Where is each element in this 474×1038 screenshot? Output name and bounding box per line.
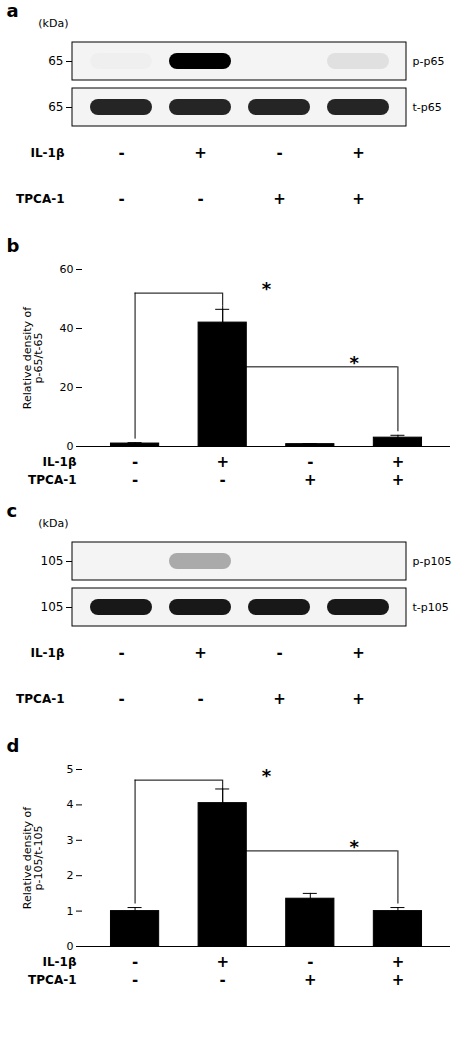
svg-text:+: + <box>352 190 365 208</box>
svg-text:(kDa): (kDa) <box>38 17 68 30</box>
svg-text:-: - <box>118 190 124 208</box>
svg-text:TPCA-1: TPCA-1 <box>28 973 76 987</box>
svg-text:*: * <box>349 836 359 857</box>
svg-text:Relative density ofp-105/t-105: Relative density ofp-105/t-105 <box>21 806 45 909</box>
svg-text:+: + <box>194 644 207 662</box>
svg-text:+: + <box>392 953 405 971</box>
svg-text:+: + <box>304 471 317 489</box>
svg-text:IL-1β: IL-1β <box>30 146 64 160</box>
svg-text:-: - <box>132 953 138 971</box>
svg-text:+: + <box>392 471 405 489</box>
svg-text:0: 0 <box>67 940 74 953</box>
svg-text:b: b <box>7 235 20 256</box>
svg-text:Relative density ofp-65/t-65: Relative density ofp-65/t-65 <box>21 306 45 409</box>
svg-text:IL-1β: IL-1β <box>42 955 76 969</box>
svg-text:-: - <box>197 190 203 208</box>
svg-text:p-p105: p-p105 <box>413 555 452 568</box>
svg-text:4: 4 <box>67 798 74 811</box>
svg-text:+: + <box>352 690 365 708</box>
svg-text:*: * <box>262 765 272 786</box>
svg-text:*: * <box>349 352 359 373</box>
svg-text:+: + <box>194 144 207 162</box>
svg-text:+: + <box>392 453 405 471</box>
svg-text:1: 1 <box>67 905 74 918</box>
svg-text:(kDa): (kDa) <box>38 517 68 530</box>
svg-text:-: - <box>276 144 282 162</box>
svg-text:+: + <box>216 453 229 471</box>
svg-text:-: - <box>276 644 282 662</box>
svg-text:-: - <box>197 690 203 708</box>
svg-text:t-p65: t-p65 <box>413 101 442 114</box>
svg-text:TPCA-1: TPCA-1 <box>16 192 64 206</box>
svg-text:-: - <box>132 971 138 989</box>
svg-text:c: c <box>7 500 18 521</box>
svg-text:40: 40 <box>60 322 74 335</box>
svg-text:-: - <box>118 144 124 162</box>
svg-text:-: - <box>307 453 313 471</box>
svg-text:a: a <box>7 0 19 21</box>
svg-text:IL-1β: IL-1β <box>30 646 64 660</box>
svg-text:+: + <box>352 144 365 162</box>
svg-text:+: + <box>392 971 405 989</box>
svg-text:+: + <box>273 190 286 208</box>
svg-text:IL-1β: IL-1β <box>42 455 76 469</box>
svg-text:-: - <box>220 471 226 489</box>
svg-text:TPCA-1: TPCA-1 <box>28 473 76 487</box>
svg-text:+: + <box>352 644 365 662</box>
svg-text:-: - <box>220 971 226 989</box>
svg-text:60: 60 <box>60 263 74 276</box>
svg-text:3: 3 <box>67 834 74 847</box>
svg-text:t-p105: t-p105 <box>413 601 449 614</box>
svg-text:105: 105 <box>41 554 64 568</box>
svg-text:TPCA-1: TPCA-1 <box>16 692 64 706</box>
svg-text:+: + <box>216 953 229 971</box>
svg-text:20: 20 <box>60 381 74 394</box>
svg-text:-: - <box>307 953 313 971</box>
svg-text:5: 5 <box>67 763 74 776</box>
svg-text:65: 65 <box>48 54 63 68</box>
svg-text:*: * <box>262 278 272 299</box>
svg-text:-: - <box>118 644 124 662</box>
svg-text:p-p65: p-p65 <box>413 55 445 68</box>
svg-text:-: - <box>118 690 124 708</box>
svg-text:-: - <box>132 453 138 471</box>
svg-text:105: 105 <box>41 600 64 614</box>
svg-text:+: + <box>273 690 286 708</box>
svg-text:d: d <box>7 735 20 756</box>
svg-text:0: 0 <box>67 440 74 453</box>
svg-text:+: + <box>304 971 317 989</box>
svg-text:-: - <box>132 471 138 489</box>
svg-text:65: 65 <box>48 100 63 114</box>
svg-text:2: 2 <box>67 869 74 882</box>
